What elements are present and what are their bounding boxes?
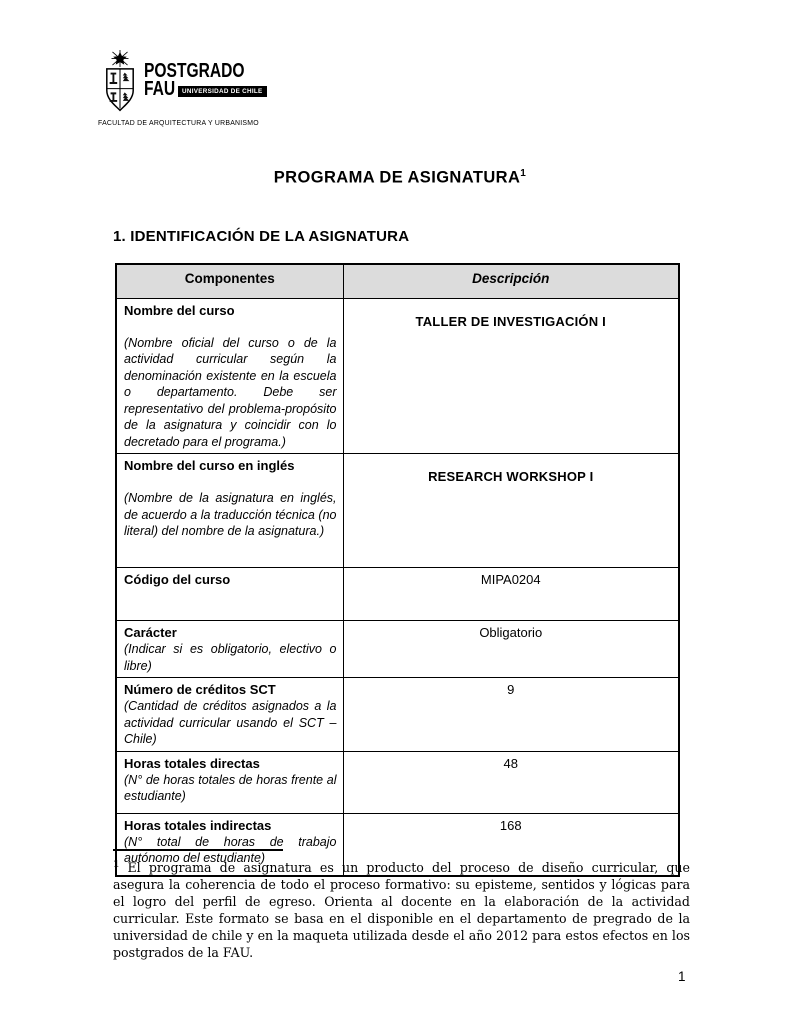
table-header-row: Componentes Descripción [115, 263, 680, 299]
row-label: Código del curso [124, 572, 231, 587]
footnote: 1 El programa de asignatura es un produc… [113, 849, 690, 961]
table-row-nombre-del-curso: Nombre del curso (Nombre oficial del cur… [115, 297, 680, 454]
table-row-nombre-en-ingles: Nombre del curso en inglés (Nombre de la… [115, 453, 680, 568]
row-label: Nombre del curso en inglés [124, 458, 295, 473]
row-label: Horas totales directas [124, 755, 260, 771]
row-note: (Nombre oficial del curso o de la activi… [124, 335, 337, 449]
footnote-marker: 1 [113, 860, 120, 870]
footnote-reference: 1 [520, 168, 527, 179]
row-note: (Indicar si es obligatorio, electivo o l… [124, 642, 337, 673]
document-title: PROGRAMA DE ASIGNATURA1 [0, 168, 800, 188]
table-row-creditos-sct: Número de créditos SCT (Cantidad de créd… [115, 677, 680, 752]
row-value: 48 [342, 750, 680, 814]
row-value: Obligatorio [342, 620, 680, 678]
row-note: (N° de horas totales de horas frente al … [124, 772, 337, 804]
section-heading: 1. IDENTIFICACIÓN DE LA ASIGNATURA [113, 228, 410, 245]
row-value: RESEARCH WORKSHOP I [342, 453, 680, 568]
university-crest-icon [106, 50, 134, 112]
row-note: (Nombre de la asignatura en inglés, de a… [124, 491, 337, 538]
row-label: Número de créditos SCT [124, 682, 276, 697]
table-row-horas-directas: Horas totales directas (N° de horas tota… [115, 750, 680, 814]
column-header-descripcion: Descripción [342, 263, 680, 299]
logo-fau-text: FAU [144, 78, 176, 100]
row-value: 9 [342, 677, 680, 752]
row-value: MIPA0204 [342, 567, 680, 621]
logo-faculty-caption: FACULTAD DE ARQUITECTURA Y URBANISMO [98, 120, 259, 127]
row-note: (N° total de horas de trabajo autónomo d… [124, 834, 337, 866]
logo-university-badge: UNIVERSIDAD DE CHILE [178, 86, 267, 97]
footnote-body: El programa de asignatura es un producto… [113, 860, 690, 961]
table-row-horas-indirectas: Horas totales indirectas (N° total de ho… [115, 812, 680, 877]
postgrado-fau-logo: POSTGRADO FAU UNIVERSIDAD DE CHILE FACUL… [98, 50, 273, 127]
footnote-separator [113, 849, 283, 851]
row-label: Horas totales indirectas [124, 817, 272, 833]
row-label: Nombre del curso [124, 302, 235, 318]
identification-table: Componentes Descripción Nombre del curso… [115, 263, 680, 877]
row-value: TALLER DE INVESTIGACIÓN I [342, 297, 680, 454]
page-number: 1 [678, 969, 686, 984]
table-row-caracter: Carácter (Indicar si es obligatorio, ele… [115, 620, 680, 678]
logo-postgrado-text: POSTGRADO [144, 60, 245, 82]
column-header-componentes: Componentes [115, 263, 344, 299]
document-title-text: PROGRAMA DE ASIGNATURA [273, 168, 521, 187]
row-note: (Cantidad de créditos asignados a la act… [124, 699, 337, 746]
row-label: Carácter [124, 625, 177, 640]
table-row-codigo: Código del curso MIPA0204 [115, 567, 680, 621]
footnote-text: 1 El programa de asignatura es un produc… [113, 857, 690, 961]
row-value: 168 [342, 812, 680, 877]
